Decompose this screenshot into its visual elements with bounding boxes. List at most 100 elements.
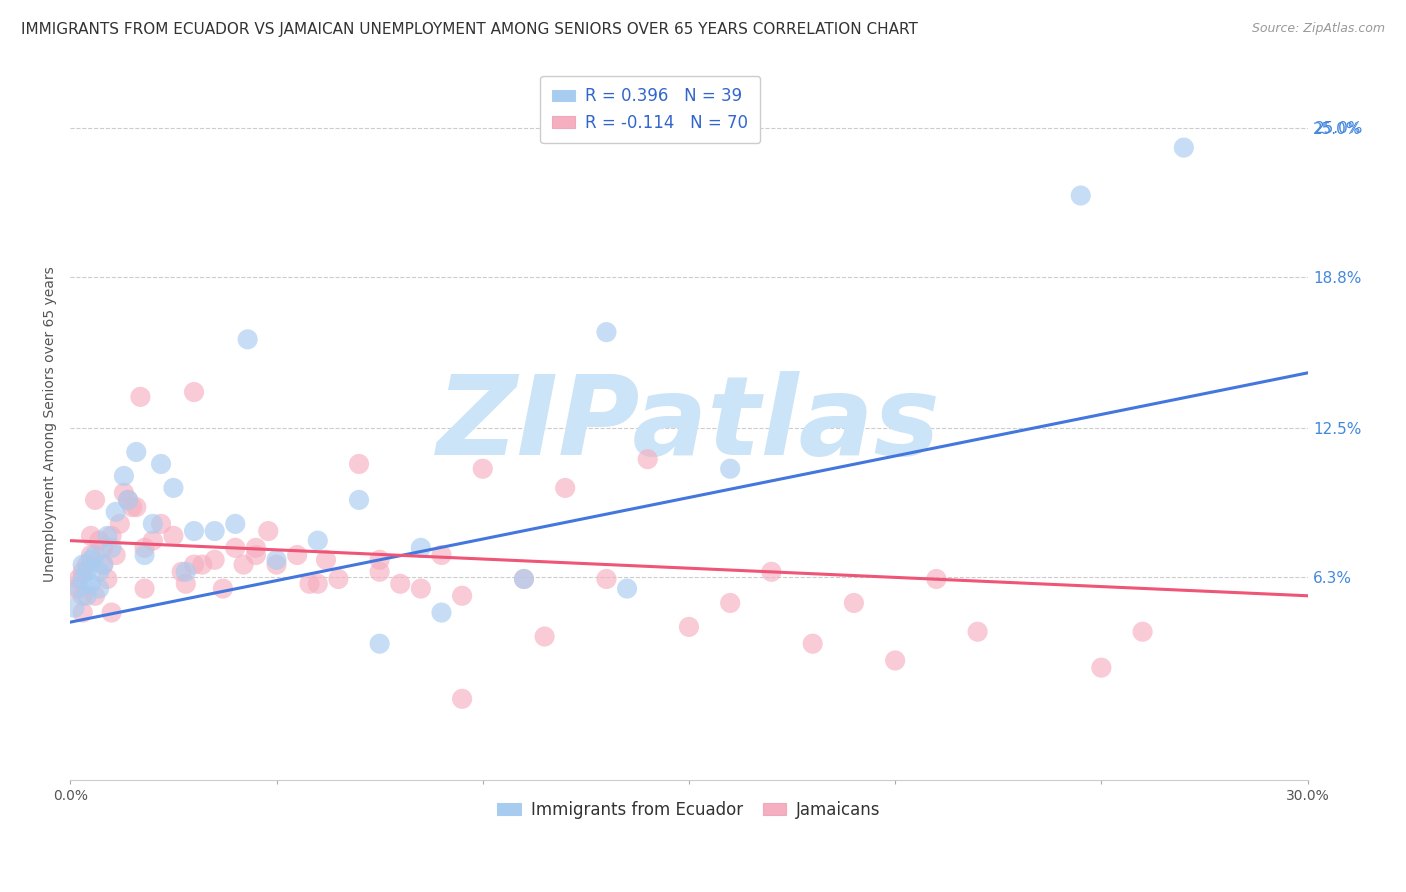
Point: [842, 596, 865, 610]
Text: ZIPatlas: ZIPatlas: [437, 371, 941, 478]
Point: [112, 485, 135, 500]
Point: [100, 529, 122, 543]
Point: [84, 589, 107, 603]
Point: [72, 558, 94, 572]
Point: [76, 565, 98, 579]
Point: [298, 576, 321, 591]
Point: [266, 558, 288, 572]
Point: [191, 558, 214, 572]
Point: [89, 533, 111, 548]
Point: [1173, 140, 1195, 154]
Point: [80, 548, 103, 562]
Point: [96, 529, 118, 543]
Point: [125, 445, 148, 459]
Point: [183, 558, 205, 572]
Point: [170, 565, 193, 579]
Point: [150, 457, 173, 471]
Point: [162, 529, 184, 543]
Point: [174, 576, 197, 591]
Point: [72, 565, 94, 579]
Point: [595, 572, 617, 586]
Point: [100, 606, 122, 620]
Point: [100, 541, 122, 555]
Point: [84, 492, 107, 507]
Point: [430, 548, 453, 562]
Point: [121, 500, 143, 514]
Point: [368, 637, 391, 651]
Point: [347, 492, 370, 507]
Point: [125, 500, 148, 514]
Point: [80, 553, 103, 567]
Point: [761, 565, 783, 579]
Point: [104, 505, 127, 519]
Point: [80, 529, 103, 543]
Point: [232, 558, 254, 572]
Point: [129, 390, 152, 404]
Point: [117, 492, 139, 507]
Point: [63, 582, 86, 596]
Point: [67, 582, 90, 596]
Point: [91, 558, 114, 572]
Point: [637, 452, 659, 467]
Point: [678, 620, 700, 634]
Point: [471, 462, 494, 476]
Point: [513, 572, 536, 586]
Point: [183, 385, 205, 400]
Point: [1070, 188, 1092, 202]
Point: [84, 548, 107, 562]
Point: [554, 481, 576, 495]
Point: [307, 576, 329, 591]
Point: [134, 548, 156, 562]
Point: [245, 541, 267, 555]
Point: [718, 596, 741, 610]
Point: [257, 524, 280, 538]
Point: [328, 572, 350, 586]
Point: [142, 516, 165, 531]
Point: [718, 462, 741, 476]
Point: [224, 516, 246, 531]
Point: [451, 691, 474, 706]
Point: [72, 572, 94, 586]
Point: [67, 572, 90, 586]
Point: [104, 548, 127, 562]
Point: [966, 624, 988, 639]
Point: [117, 492, 139, 507]
Text: Source: ZipAtlas.com: Source: ZipAtlas.com: [1251, 22, 1385, 36]
Point: [91, 541, 114, 555]
Point: [266, 553, 288, 567]
Point: [80, 576, 103, 591]
Point: [451, 589, 474, 603]
Point: [285, 548, 308, 562]
Point: [96, 572, 118, 586]
Point: [224, 541, 246, 555]
Point: [112, 469, 135, 483]
Point: [63, 600, 86, 615]
Point: [204, 524, 226, 538]
Point: [513, 572, 536, 586]
Text: 25.0%: 25.0%: [1315, 121, 1362, 136]
Point: [183, 524, 205, 538]
Point: [142, 533, 165, 548]
Point: [1090, 660, 1112, 674]
Point: [315, 553, 337, 567]
Point: [134, 541, 156, 555]
Point: [347, 457, 370, 471]
Point: [307, 533, 329, 548]
Point: [368, 553, 391, 567]
Point: [89, 582, 111, 596]
Point: [368, 565, 391, 579]
Point: [925, 572, 948, 586]
Point: [236, 332, 259, 346]
Point: [91, 558, 114, 572]
Point: [150, 516, 173, 531]
Y-axis label: Unemployment Among Seniors over 65 years: Unemployment Among Seniors over 65 years: [44, 267, 58, 582]
Point: [533, 630, 555, 644]
Point: [801, 637, 824, 651]
Point: [409, 582, 432, 596]
Point: [162, 481, 184, 495]
Point: [76, 589, 98, 603]
Legend: Immigrants from Ecuador, Jamaicans: Immigrants from Ecuador, Jamaicans: [491, 794, 887, 825]
Point: [174, 565, 197, 579]
Point: [212, 582, 235, 596]
Point: [616, 582, 638, 596]
